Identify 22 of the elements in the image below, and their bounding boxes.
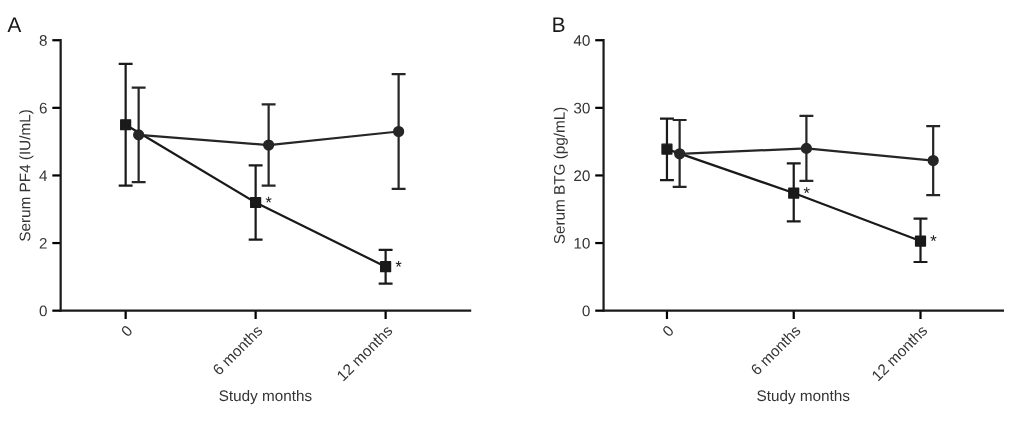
y-tick-label: 20 [574, 170, 590, 182]
annotation: * [265, 196, 272, 203]
annotation: * [930, 235, 937, 242]
x-tick-label: 0 [120, 324, 134, 338]
y-tick-label: 2 [39, 237, 47, 249]
y-axis-title: Serum PF4 (IU/mL) [19, 110, 34, 241]
y-tick-label: 40 [573, 35, 590, 46]
y-tick-label: 8 [39, 35, 47, 46]
x-axis-title: Study months [757, 389, 850, 405]
y-tick-label: 30 [573, 102, 590, 114]
chart-title: A [7, 17, 22, 32]
y-tick-label: 0 [39, 305, 47, 317]
x-axis-title: Study months [219, 389, 312, 405]
y-tick-label: 4 [39, 170, 48, 181]
y-tick-label: 0 [582, 305, 590, 317]
y-axis-title: Serum BTG (pg/mL) [553, 107, 568, 244]
y-tick-label: 10 [574, 237, 590, 249]
chart-title: B [553, 17, 565, 32]
x-tick-label: 0 [661, 324, 675, 338]
annotation: * [395, 260, 402, 267]
annotation: * [803, 187, 810, 194]
y-tick-label: 6 [39, 102, 47, 114]
